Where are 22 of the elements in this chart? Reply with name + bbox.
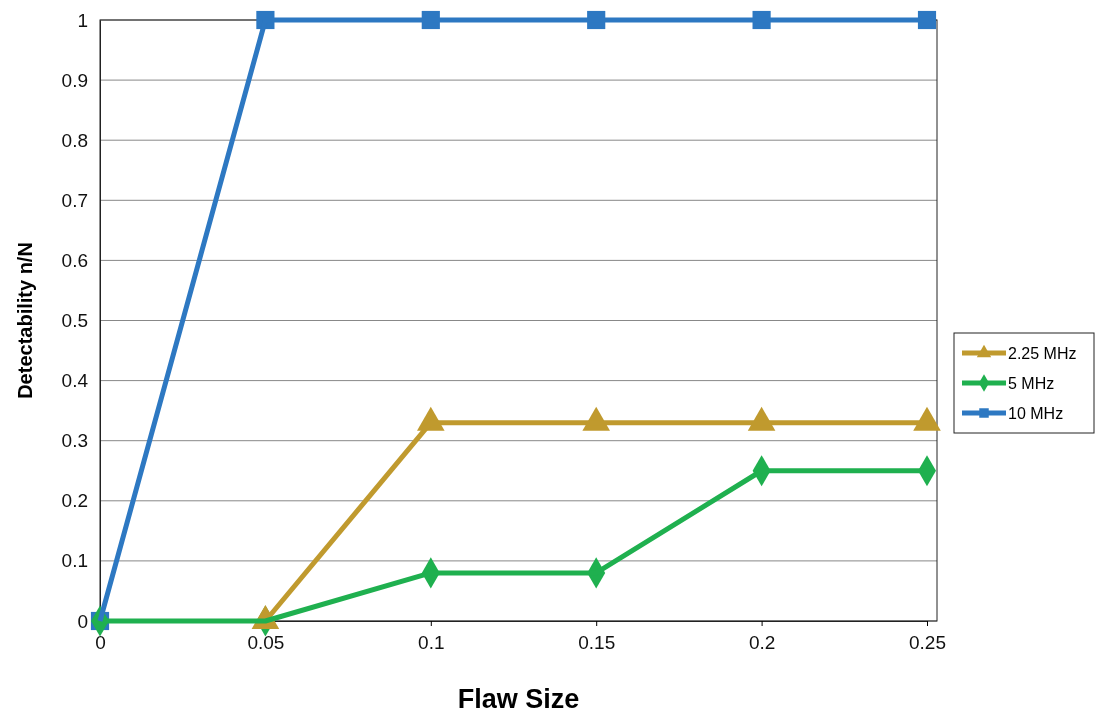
x-axis-title: Flaw Size <box>457 684 580 714</box>
y-tick-label: 1 <box>77 9 88 31</box>
y-tick-label: 0.7 <box>61 189 88 211</box>
x-tick-label: 0 <box>95 632 106 654</box>
y-tick-label: 0.5 <box>61 310 88 332</box>
legend-label: 5 MHz <box>1008 375 1055 392</box>
y-axis-title: Detectability n/N <box>14 242 36 399</box>
y-tick-label: 0.1 <box>61 550 88 572</box>
x-tick-label: 0.1 <box>418 632 445 654</box>
y-tick-label: 0 <box>77 610 88 632</box>
y-tick-label: 0.6 <box>61 249 88 271</box>
x-tick-label: 0.15 <box>578 632 616 654</box>
legend-label: 2.25 MHz <box>1008 345 1077 362</box>
x-tick-label: 0.25 <box>909 632 946 654</box>
x-tick-label: 0.2 <box>748 632 776 654</box>
x-tick-label: 0.05 <box>247 632 285 654</box>
y-tick-label: 0.8 <box>61 129 88 151</box>
y-tick-label: 0.2 <box>61 490 88 512</box>
legend-label: 10 MHz <box>1008 405 1064 422</box>
y-tick-label: 0.3 <box>61 430 88 452</box>
y-tick-label: 0.9 <box>61 69 88 91</box>
y-tick-label: 0.4 <box>61 370 89 392</box>
